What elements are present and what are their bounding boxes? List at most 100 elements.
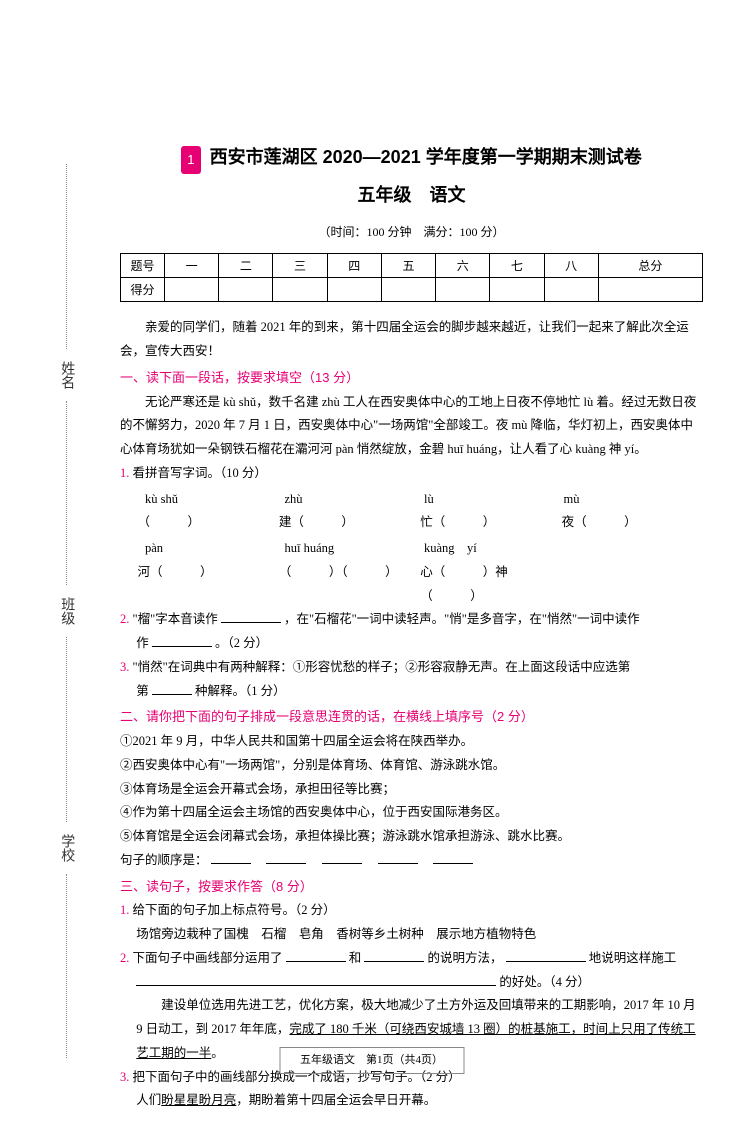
- table-row: 得分: [121, 278, 703, 302]
- sentence-part: 人们: [136, 1093, 161, 1107]
- question-cont: 的好处。（4 分）: [120, 971, 703, 995]
- question-3-2: 2. 下面句子中画线部分运用了 和 的说明方法， 地说明这样施工: [120, 947, 703, 971]
- score-cell: [490, 278, 544, 302]
- question-text-part: "悄然"在词典中有两种解释：①形容忧愁的样子；②形容寂静无声。在上面这段话中应选…: [133, 660, 631, 674]
- pinyin-cell: mù: [564, 488, 704, 512]
- side-label-class: 班级: [53, 597, 80, 625]
- blank: [364, 949, 424, 962]
- list-item: ③体育场是全运会开幕式会场，承担田径等比赛；: [120, 778, 703, 802]
- question-1-3: 3. "悄然"在词典中有两种解释：①形容忧愁的样子；②形容寂静无声。在上面这段话…: [120, 656, 703, 680]
- col-header: 四: [327, 254, 381, 278]
- col-header: 二: [219, 254, 273, 278]
- pinyin-cell: [564, 537, 704, 561]
- side-label-name: 姓名: [53, 361, 80, 389]
- word-row: （ ） 建（ ） 忙（ ） 夜（ ）: [120, 511, 703, 535]
- question-number: 2.: [120, 612, 129, 626]
- col-header: 六: [436, 254, 490, 278]
- word-cell: （ ）: [138, 511, 279, 535]
- question-text-part: 第: [136, 684, 149, 698]
- question-text-part: 下面句子中画线部分运用了: [133, 951, 283, 965]
- blank: [152, 682, 192, 695]
- question-text-part: 地说明这样施工: [589, 951, 677, 965]
- blank: [221, 611, 281, 624]
- word-row: 河（ ） （ ）（ ） 心（ ）神（ ）: [120, 561, 703, 609]
- pinyin-cell: kù shǔ: [145, 488, 285, 512]
- word-cell: 夜（ ）: [562, 511, 703, 535]
- row-label: 得分: [121, 278, 165, 302]
- col-header: 五: [381, 254, 435, 278]
- col-header: 八: [544, 254, 598, 278]
- score-cell: [327, 278, 381, 302]
- score-cell: [598, 278, 702, 302]
- word-cell: 建（ ）: [279, 511, 420, 535]
- question-text-part: 作: [136, 636, 149, 650]
- list-item: ②西安奥体中心有"一场两馆"，分别是体育场、体育馆、游泳跳水馆。: [120, 754, 703, 778]
- question-cont: 作 。（2 分）: [120, 632, 703, 656]
- question-number: 1.: [120, 466, 129, 480]
- pinyin-row: pàn huī huáng kuàng yí: [120, 537, 703, 561]
- score-cell: [273, 278, 327, 302]
- question-3-1: 1. 给下面的句子加上标点符号。（2 分）: [120, 899, 703, 923]
- col-header: 七: [490, 254, 544, 278]
- question-text-part: 的好处。（4 分）: [499, 975, 590, 989]
- order-line: 句子的顺序是：: [120, 849, 703, 873]
- cut-line: [66, 164, 67, 349]
- pinyin-row: kù shǔ zhù lù mù: [120, 488, 703, 512]
- title-row: 1 西安市莲湖区 2020—2021 学年度第一学期期末测试卷: [120, 140, 703, 174]
- pinyin-cell: pàn: [145, 537, 285, 561]
- blank: [433, 851, 473, 864]
- question-text-part: 。（2 分）: [215, 636, 268, 650]
- cut-line: [66, 401, 67, 586]
- sentence: 人们盼星星盼月亮，期盼着第十四届全运会早日开幕。: [120, 1089, 703, 1113]
- passage: 无论严寒还是 kù shǔ，数千名建 zhù 工人在西安奥体中心的工地上日夜不停…: [120, 391, 703, 462]
- sentence-part: ，期盼着第十四届全运会早日开幕。: [236, 1093, 436, 1107]
- blank: [136, 973, 496, 986]
- binding-margin: 姓名 班级 学校: [36, 160, 96, 1062]
- underlined-text: 盼星星盼月亮: [161, 1093, 236, 1107]
- order-label: 句子的顺序是：: [120, 853, 208, 867]
- question-1-2: 2. "榴"字本音读作 ，在"石榴花"一词中读轻声。"悄"是多音字，在"悄然"一…: [120, 608, 703, 632]
- question-number: 2.: [120, 951, 129, 965]
- question-1-1: 1. 看拼音写字词。（10 分）: [120, 462, 703, 486]
- paper-number-badge: 1: [181, 146, 200, 175]
- score-cell: [544, 278, 598, 302]
- sub-title: 五年级 语文: [120, 178, 703, 212]
- section-2-title: 二、请你把下面的句子排成一段意思连贯的话，在横线上填序号（2 分）: [120, 705, 703, 730]
- blank: [378, 851, 418, 864]
- blank: [286, 949, 346, 962]
- cut-line: [66, 874, 67, 1059]
- pinyin-cell: kuàng yí: [424, 537, 564, 561]
- page-content: 1 西安市莲湖区 2020—2021 学年度第一学期期末测试卷 五年级 语文 （…: [120, 0, 703, 1113]
- question-text: 看拼音写字词。（10 分）: [133, 466, 267, 480]
- score-table: 题号 一 二 三 四 五 六 七 八 总分 得分: [120, 253, 703, 302]
- question-text-part: 的说明方法，: [428, 951, 503, 965]
- section-3-title: 三、读句子，按要求作答（8 分）: [120, 875, 703, 900]
- question-text: 给下面的句子加上标点符号。（2 分）: [133, 903, 336, 917]
- question-text-part: ，在"石榴花"一词中读轻声。"悄"是多音字，在"悄然"一词中读作: [284, 612, 640, 626]
- question-number: 1.: [120, 903, 129, 917]
- header-label: 题号: [121, 254, 165, 278]
- col-header: 一: [165, 254, 219, 278]
- list-item: ④作为第十四届全运会主场馆的西安奥体中心，位于西安国际港务区。: [120, 801, 703, 825]
- exam-meta: （时间：100 分钟 满分：100 分）: [120, 221, 703, 244]
- score-cell: [219, 278, 273, 302]
- sentence: 场馆旁边栽种了国槐 石榴 皂角 香树等乡土树种 展示地方植物特色: [120, 923, 703, 947]
- question-number: 3.: [120, 1070, 129, 1084]
- blank: [506, 949, 586, 962]
- question-text-part: "榴"字本音读作: [133, 612, 218, 626]
- question-text-part: 种解释。（1 分）: [195, 684, 286, 698]
- pinyin-cell: lù: [424, 488, 564, 512]
- pinyin-cell: zhù: [285, 488, 425, 512]
- word-cell: 河（ ）: [138, 561, 279, 609]
- blank: [152, 635, 212, 648]
- word-cell: 心（ ）神（ ）: [420, 561, 561, 609]
- col-header: 总分: [598, 254, 702, 278]
- word-cell: [562, 561, 703, 609]
- question-number: 3.: [120, 660, 129, 674]
- word-cell: 忙（ ）: [420, 511, 561, 535]
- blank: [322, 851, 362, 864]
- cut-line: [66, 637, 67, 822]
- score-cell: [381, 278, 435, 302]
- para-part: 。: [211, 1046, 224, 1060]
- page-footer: 五年级语文 第1页（共4页）: [279, 1047, 464, 1074]
